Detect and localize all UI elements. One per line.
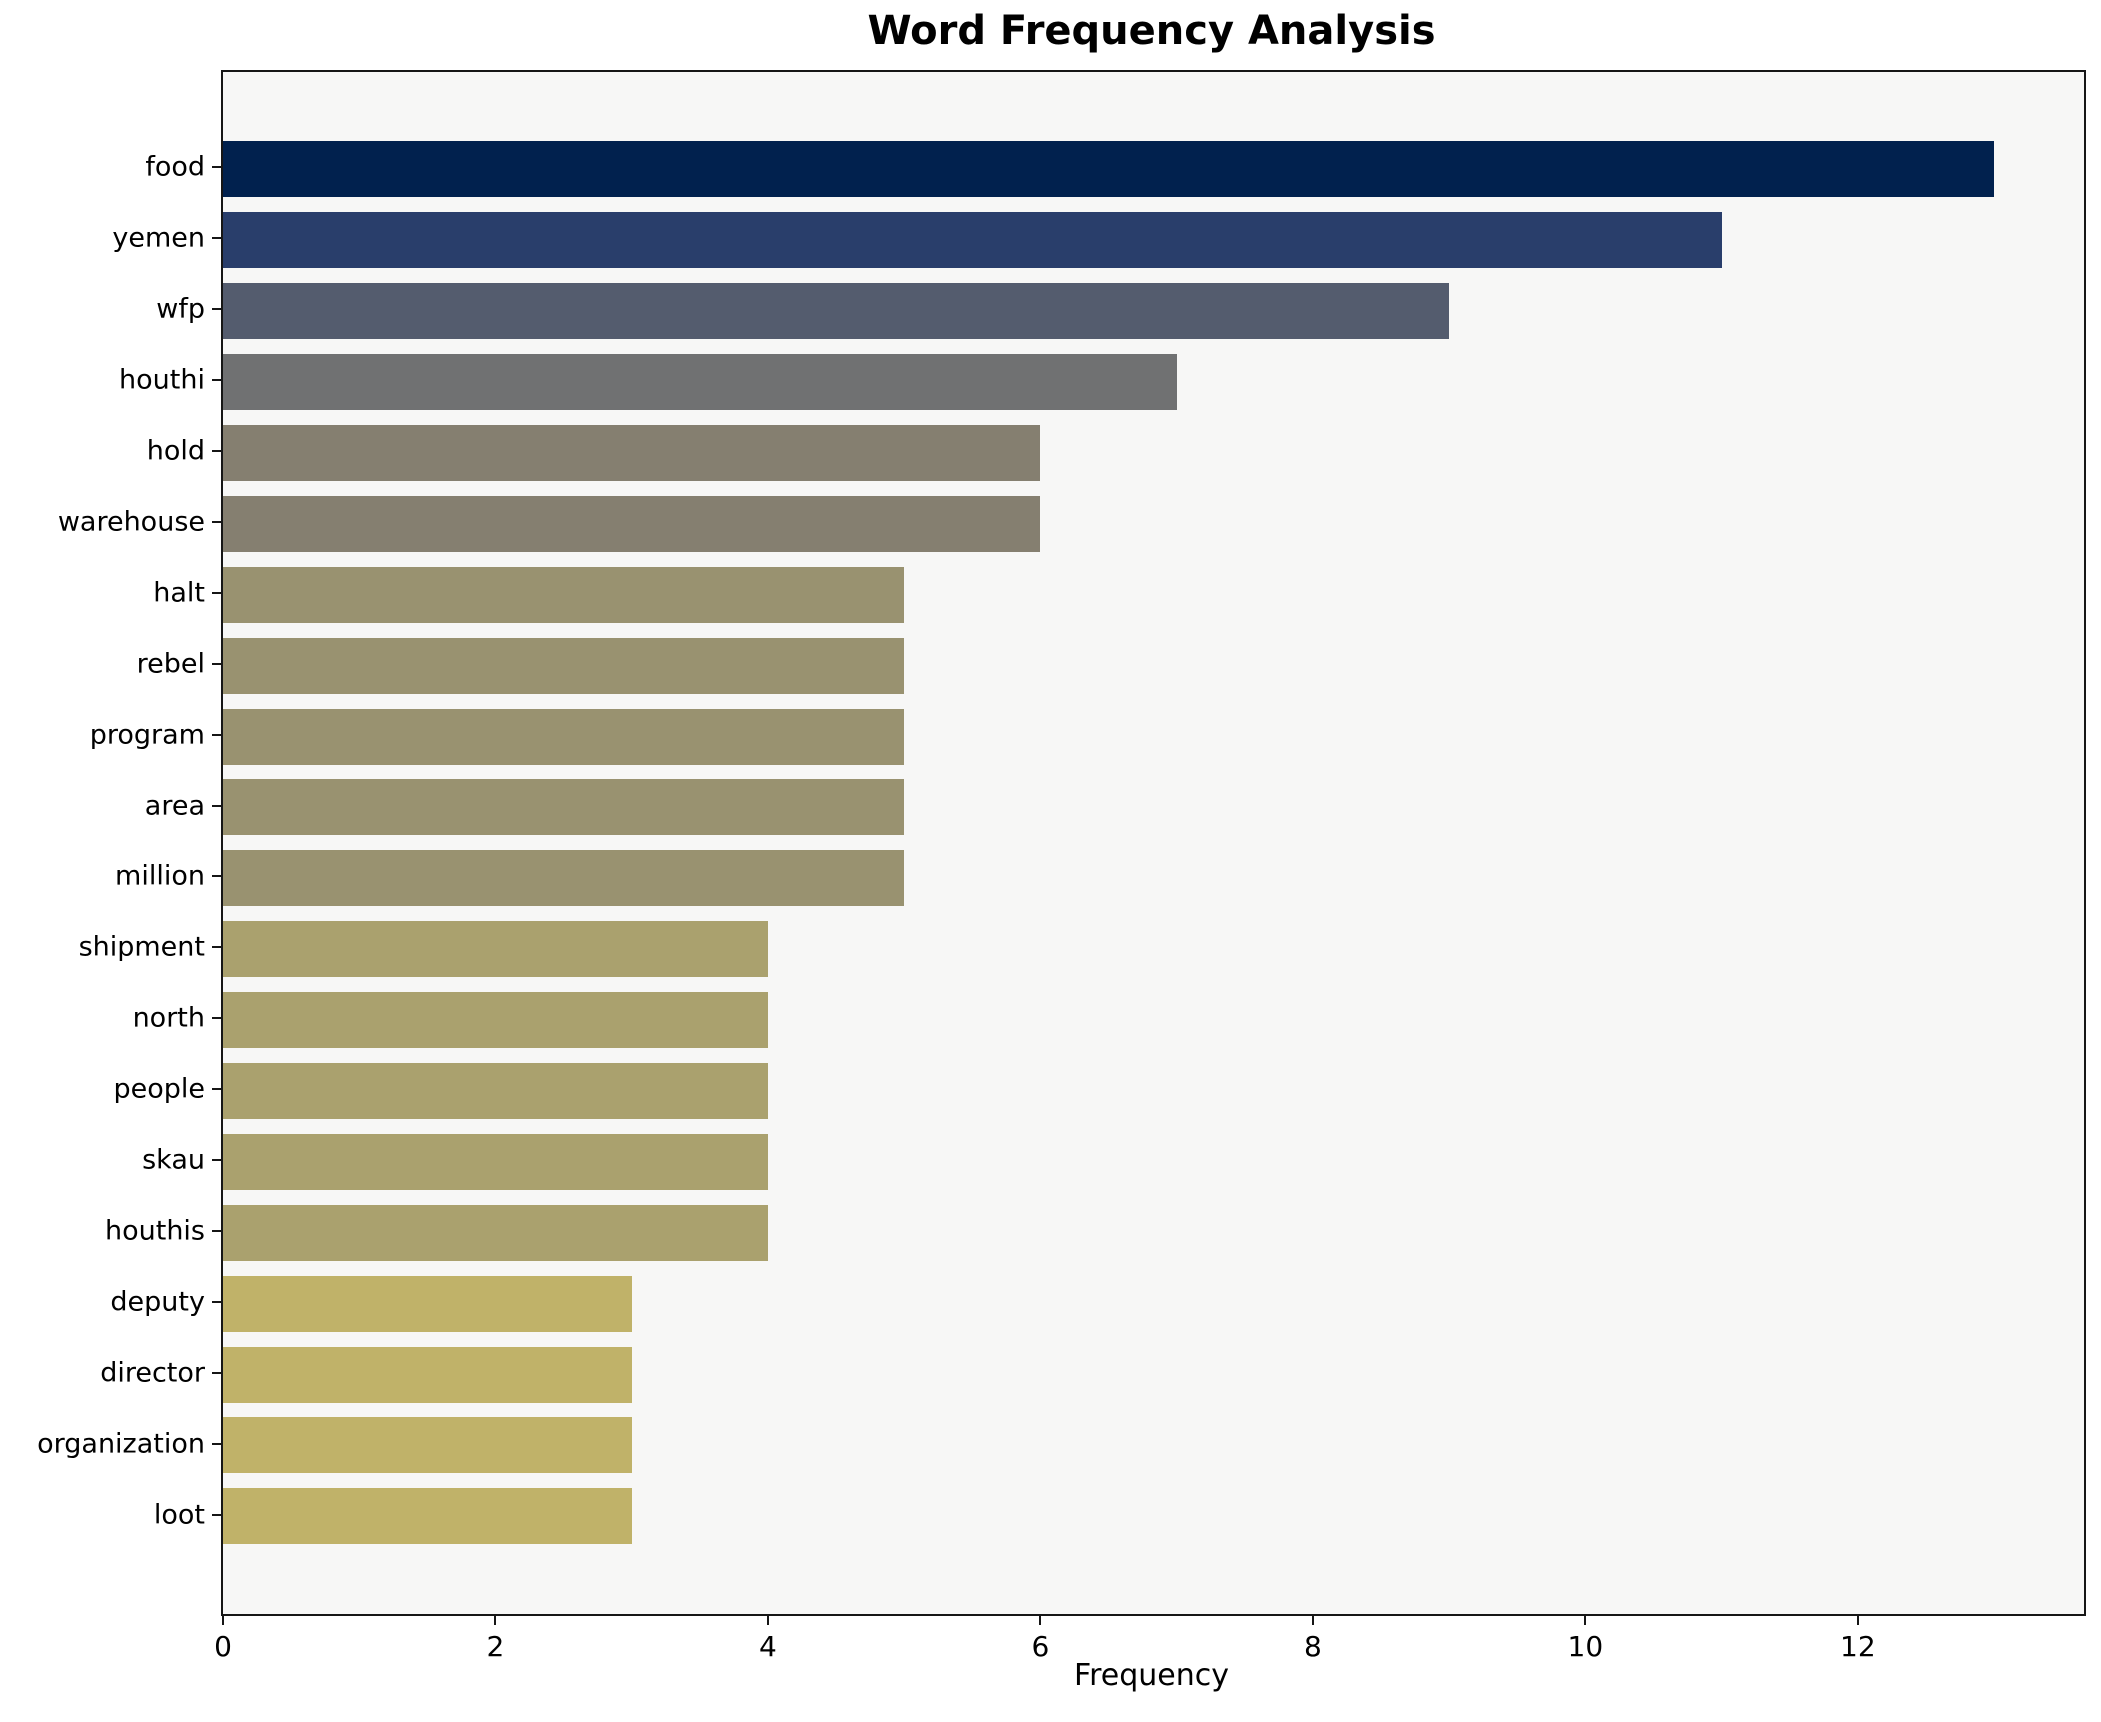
y-tick-mark: [212, 946, 221, 949]
x-tick-label-8: 8: [1303, 1630, 1322, 1663]
bar-row: [223, 772, 2084, 843]
y-tick-label-shipment: shipment: [78, 931, 205, 963]
y-tick-label-program: program: [89, 719, 205, 751]
bar-row: [223, 1197, 2084, 1268]
bar-skau: [223, 1133, 768, 1190]
bar-row: [223, 559, 2084, 630]
y-tick-mark: [212, 1371, 221, 1374]
y-tick-mark: [212, 1159, 221, 1162]
y-tick-mark: [212, 1300, 221, 1303]
y-tick-mark: [212, 237, 221, 240]
y-tick-label-halt: halt: [153, 577, 205, 609]
y-tick-label-houthis: houthis: [104, 1215, 205, 1247]
y-tick-mark: [212, 520, 221, 523]
x-tick-label-4: 4: [759, 1630, 777, 1663]
bar-deputy: [223, 1275, 632, 1332]
y-tick-mark: [212, 1017, 221, 1020]
bar-hold: [223, 424, 1041, 481]
x-tick-label-12: 12: [1840, 1630, 1876, 1663]
y-tick-mark: [212, 166, 221, 169]
bar-row: [223, 1481, 2084, 1552]
x-tick-label-0: 0: [214, 1630, 232, 1663]
y-tick-mark: [212, 450, 221, 453]
y-tick-mark: [212, 308, 221, 311]
bar-director: [223, 1346, 632, 1403]
bar-row: [223, 1126, 2084, 1197]
bar-organization: [223, 1417, 632, 1474]
bar-shipment: [223, 921, 768, 978]
x-tick-label-6: 6: [1031, 1630, 1050, 1663]
y-tick-label-area: area: [144, 790, 205, 822]
bars-container: [223, 134, 2084, 1552]
y-tick-mark: [212, 1088, 221, 1091]
x-tick-mark: [1039, 1616, 1042, 1625]
y-tick-label-hold: hold: [146, 435, 205, 467]
x-axis-label: Frequency: [1074, 1658, 1229, 1693]
y-tick-label-organization: organization: [37, 1428, 205, 1460]
x-tick-mark: [1311, 1616, 1314, 1625]
bar-row: [223, 985, 2084, 1056]
bar-houthi: [223, 354, 1177, 411]
plot-area: [221, 70, 2086, 1616]
y-tick-label-deputy: deputy: [110, 1286, 205, 1318]
bar-row: [223, 1056, 2084, 1127]
bar-row: [223, 1268, 2084, 1339]
bar-loot: [223, 1488, 632, 1545]
y-tick-mark: [212, 1513, 221, 1516]
bar-area: [223, 779, 905, 836]
bar-wfp: [223, 283, 1450, 340]
y-tick-mark: [212, 1229, 221, 1232]
bar-rebel: [223, 637, 905, 694]
bar-food: [223, 141, 1995, 198]
y-tick-label-yemen: yemen: [112, 222, 205, 254]
y-tick-label-warehouse: warehouse: [57, 506, 205, 538]
y-tick-label-skau: skau: [142, 1144, 205, 1176]
bar-yemen: [223, 212, 1722, 269]
y-tick-mark: [212, 875, 221, 878]
bar-row: [223, 488, 2084, 559]
bar-row: [223, 134, 2084, 205]
y-tick-label-wfp: wfp: [156, 293, 205, 325]
bar-north: [223, 992, 768, 1049]
y-tick-mark: [212, 1442, 221, 1445]
y-tick-label-houthi: houthi: [119, 364, 205, 396]
bar-row: [223, 914, 2084, 985]
y-tick-mark: [212, 591, 221, 594]
bar-houthis: [223, 1204, 768, 1261]
bar-row: [223, 843, 2084, 914]
y-tick-label-director: director: [100, 1357, 205, 1389]
bar-row: [223, 701, 2084, 772]
chart-title: Word Frequency Analysis: [867, 8, 1436, 54]
x-tick-mark: [1584, 1616, 1587, 1625]
bar-program: [223, 708, 905, 765]
x-tick-mark: [1856, 1616, 1859, 1625]
y-tick-label-north: north: [132, 1002, 205, 1034]
y-tick-label-million: million: [115, 860, 205, 892]
bar-row: [223, 276, 2084, 347]
bar-row: [223, 205, 2084, 276]
bar-row: [223, 1410, 2084, 1481]
y-tick-mark: [212, 804, 221, 807]
x-tick-mark: [222, 1616, 224, 1625]
x-tick-mark: [766, 1616, 769, 1625]
y-tick-label-food: food: [145, 151, 205, 183]
bar-row: [223, 347, 2084, 418]
y-tick-label-loot: loot: [153, 1499, 205, 1531]
y-tick-label-rebel: rebel: [136, 648, 205, 680]
bar-warehouse: [223, 495, 1041, 552]
bar-row: [223, 1339, 2084, 1410]
x-tick-label-2: 2: [486, 1630, 505, 1663]
y-tick-mark: [212, 733, 221, 736]
bar-row: [223, 630, 2084, 701]
bar-row: [223, 418, 2084, 489]
bar-million: [223, 850, 905, 907]
x-tick-mark: [494, 1616, 497, 1625]
y-tick-label-people: people: [113, 1073, 205, 1105]
bar-people: [223, 1062, 768, 1119]
x-tick-label-10: 10: [1567, 1630, 1604, 1663]
y-tick-mark: [212, 379, 221, 382]
bar-halt: [223, 566, 905, 623]
y-tick-mark: [212, 662, 221, 665]
